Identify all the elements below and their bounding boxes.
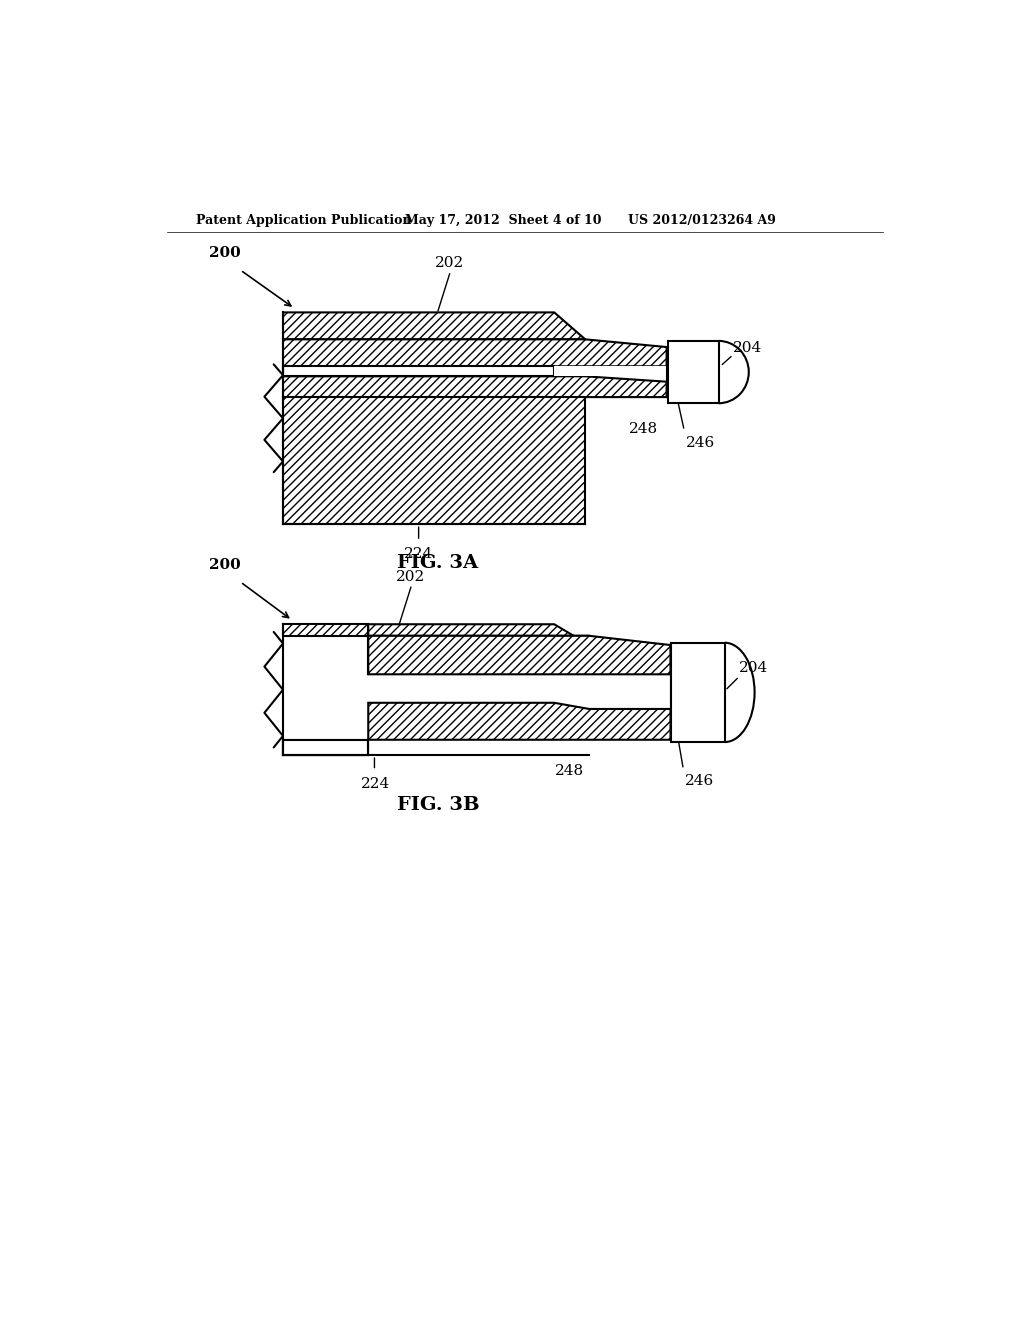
Text: 224: 224: [361, 776, 390, 791]
Text: 202: 202: [396, 570, 426, 585]
Text: 204: 204: [738, 661, 768, 676]
Bar: [554, 367, 667, 376]
Bar: [283, 739, 369, 755]
Text: 246: 246: [684, 775, 714, 788]
Bar: [283, 624, 369, 636]
Text: May 17, 2012  Sheet 4 of 10: May 17, 2012 Sheet 4 of 10: [406, 214, 602, 227]
Text: Patent Application Publication: Patent Application Publication: [197, 214, 412, 227]
Bar: [283, 367, 554, 376]
Text: 248: 248: [629, 422, 658, 436]
Bar: [671, 643, 725, 742]
Polygon shape: [283, 313, 586, 339]
Polygon shape: [369, 702, 671, 739]
Text: FIG. 3B: FIG. 3B: [396, 796, 479, 814]
Bar: [669, 341, 719, 404]
Bar: [671, 645, 675, 709]
Bar: [283, 746, 369, 755]
Text: 248: 248: [555, 764, 585, 779]
Polygon shape: [283, 339, 667, 367]
Bar: [283, 739, 369, 755]
Text: 204: 204: [732, 341, 762, 355]
Polygon shape: [369, 636, 671, 675]
Polygon shape: [369, 624, 589, 645]
Text: 224: 224: [404, 548, 433, 561]
Text: 200: 200: [209, 558, 241, 572]
Text: US 2012/0123264 A9: US 2012/0123264 A9: [628, 214, 776, 227]
Polygon shape: [283, 397, 586, 524]
Text: 202: 202: [435, 256, 464, 271]
Polygon shape: [283, 376, 667, 397]
Text: FIG. 3A: FIG. 3A: [397, 553, 478, 572]
Text: 200: 200: [209, 246, 241, 260]
Text: 246: 246: [686, 436, 715, 450]
Bar: [667, 347, 669, 397]
